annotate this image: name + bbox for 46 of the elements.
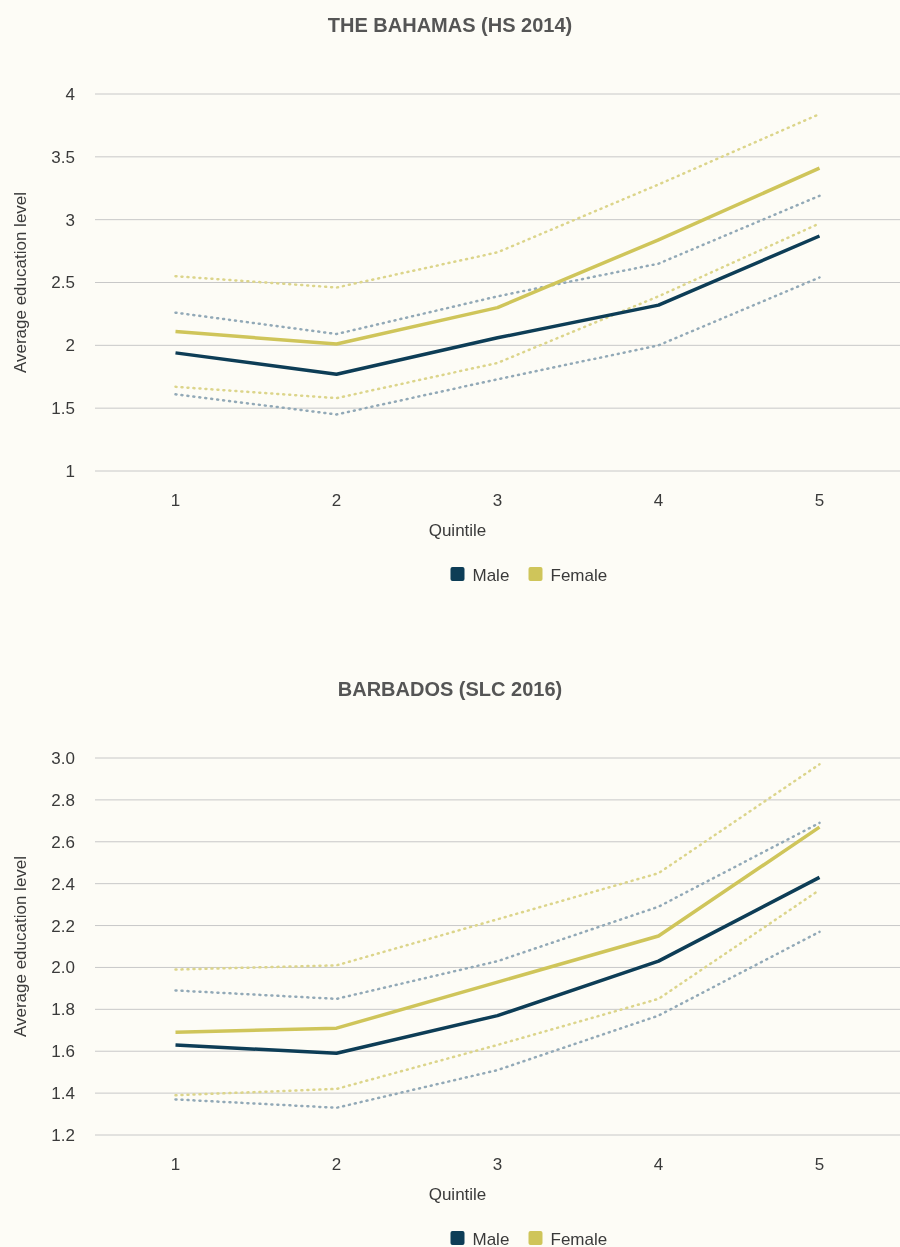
y-tick-label: 2.5: [51, 273, 75, 293]
x-axis-title: Quintile: [428, 521, 487, 540]
y-tick-label: 1.5: [51, 399, 75, 419]
y-tick-label: 1: [65, 461, 75, 481]
legend-label: Female: [550, 565, 608, 585]
line-series: [174, 930, 821, 1110]
x-tick-label: 3: [492, 1155, 503, 1174]
chart-title: BARBADOS (SLC 2016): [337, 678, 563, 700]
y-tick-label: 4: [65, 84, 75, 104]
line-series: [174, 276, 821, 416]
y-axis-title: Average education level: [11, 855, 30, 1038]
y-tick-label: 2.4: [51, 874, 75, 894]
legend-label: Male: [472, 1229, 510, 1247]
legend-label: Male: [472, 565, 510, 585]
line-series: [174, 821, 821, 1001]
x-tick-label: 4: [653, 491, 664, 510]
line-series: [174, 194, 821, 336]
x-tick-label: 3: [492, 491, 503, 510]
x-tick-label: 2: [331, 491, 342, 510]
y-tick-label: 1.8: [51, 1000, 75, 1020]
y-tick-label: 2.0: [51, 958, 75, 978]
x-tick-label: 4: [653, 1155, 664, 1174]
line-series: [173, 825, 822, 1035]
x-tick-label: 1: [170, 1155, 181, 1174]
y-axis-title: Average education level: [11, 191, 30, 374]
y-tick-label: 1.2: [51, 1125, 75, 1145]
y-tick-label: 3: [65, 210, 75, 230]
line-series: [173, 234, 822, 376]
y-tick-label: 2.2: [51, 916, 75, 936]
x-axis-title: Quintile: [428, 1185, 487, 1204]
y-tick-label: 1.6: [51, 1042, 75, 1062]
y-tick-label: 2.6: [51, 832, 75, 852]
x-tick-label: 2: [331, 1155, 342, 1174]
line-series: [173, 166, 822, 346]
legend-label: Female: [550, 1229, 608, 1247]
y-tick-label: 2: [65, 336, 75, 356]
x-tick-label: 5: [814, 1155, 825, 1174]
line-series: [173, 875, 822, 1056]
x-tick-label: 5: [814, 491, 825, 510]
y-tick-label: 1.4: [51, 1084, 75, 1104]
y-tick-label: 2.8: [51, 790, 75, 810]
chart-title: THE BAHAMAS (HS 2014): [327, 14, 573, 36]
line-series: [174, 763, 821, 971]
y-tick-label: 3.5: [51, 147, 75, 167]
y-tick-label: 3.0: [51, 748, 75, 768]
x-tick-label: 1: [170, 491, 181, 510]
